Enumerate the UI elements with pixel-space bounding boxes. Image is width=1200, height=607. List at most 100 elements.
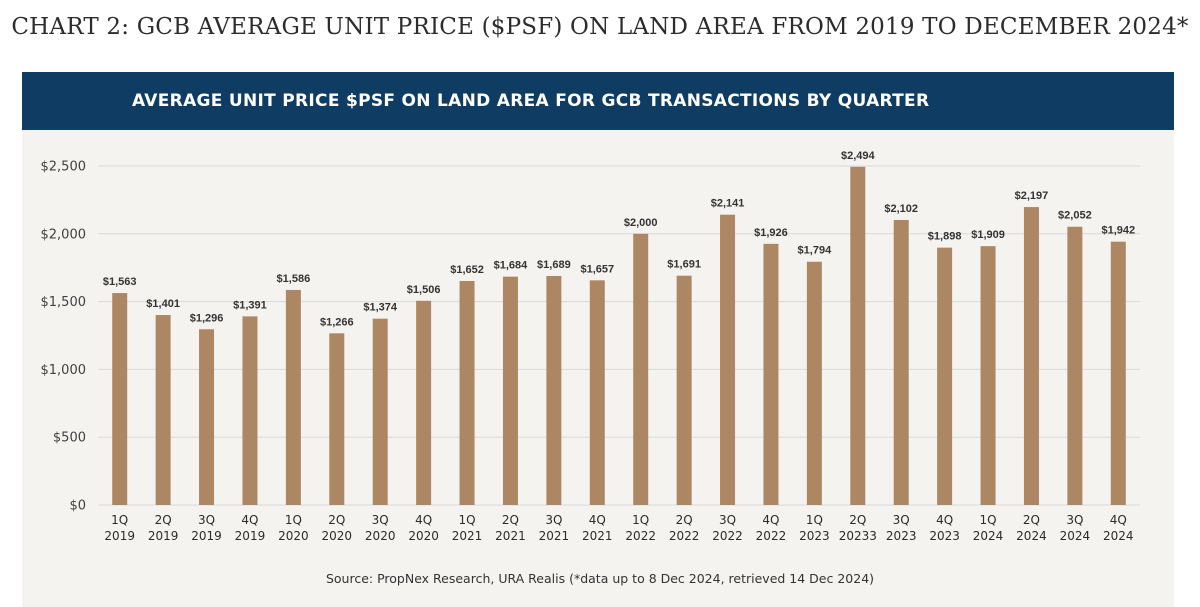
x-tick-label-year: 2021 [495,529,526,543]
x-tick-label-year: 2022 [669,529,700,543]
y-tick-label: $500 [53,431,86,446]
data-label: $1,657 [580,263,614,275]
x-tick-label: 2Q [502,513,519,527]
x-tick-label: 2Q [1023,513,1040,527]
x-tick-label: 4Q [1110,513,1127,527]
x-tick-label-year: 2021 [539,529,570,543]
data-label: $1,794 [798,245,833,257]
chart-title: AVERAGE UNIT PRICE $PSF ON LAND AREA FOR… [132,91,930,111]
page-title: CHART 2: GCB AVERAGE UNIT PRICE ($PSF) O… [11,14,1189,40]
data-label: $1,909 [971,229,1005,241]
data-label: $2,197 [1015,190,1049,202]
x-tick-label: 1Q [806,513,823,527]
data-label: $1,563 [103,276,137,288]
data-label: $2,000 [624,217,658,229]
x-tick-label-year: 2022 [712,529,743,543]
x-tick-label: 3Q [719,513,736,527]
bar [416,300,432,505]
x-tick-label: 3Q [545,513,562,527]
data-label: $1,926 [754,227,788,239]
data-label: $1,942 [1101,225,1135,237]
x-tick-label-year: 2020 [322,529,353,543]
x-tick-label: 1Q [111,513,128,527]
x-tick-label-year: 2024 [1060,529,1091,543]
x-tick-label-year: 2020 [408,529,439,543]
data-label: $2,141 [711,198,745,210]
y-tick-label: $2,500 [41,160,87,175]
x-tick-label: 2Q [849,513,866,527]
data-label: $1,691 [667,259,701,271]
data-label: $1,296 [190,312,224,324]
x-tick-label: 3Q [893,513,910,527]
bar [720,214,736,505]
x-tick-label: 1Q [632,513,649,527]
x-tick-label: 1Q [285,513,302,527]
bar [893,219,909,505]
bar [589,280,605,505]
x-tick-label-year: 2020 [278,529,309,543]
x-tick-label-year: 2024 [1016,529,1047,543]
bar [285,289,301,505]
x-tick-label-year: 2024 [973,529,1004,543]
y-tick-label: $0 [69,499,86,514]
bar [155,315,171,505]
x-tick-label-year: 20233 [839,529,877,543]
bar [763,243,779,505]
bar [980,246,996,506]
x-tick-label: 3Q [372,513,389,527]
bar [937,247,953,505]
x-tick-label: 4Q [241,513,258,527]
x-tick-label: 1Q [979,513,996,527]
data-label: $1,652 [450,264,484,276]
data-label: $2,494 [841,150,876,162]
data-label: $1,391 [233,299,267,311]
bar [459,280,475,505]
bar [850,166,866,505]
bars [112,166,1126,506]
bar [806,261,822,505]
data-label: $1,266 [320,316,354,328]
data-label: $1,506 [407,284,441,296]
x-tick-label-year: 2020 [365,529,396,543]
x-tick-label: 4Q [589,513,606,527]
x-tick-label-year: 2021 [582,529,613,543]
data-label: $1,689 [537,259,571,271]
bar [676,275,692,505]
x-tick-label-year: 2022 [625,529,656,543]
chart-title-banner: AVERAGE UNIT PRICE $PSF ON LAND AREA FOR… [22,72,1174,130]
bar [502,276,518,505]
data-label: $1,898 [928,231,962,243]
data-label: $1,374 [363,302,398,314]
x-tick-label-year: 2019 [191,529,222,543]
y-tick-label: $1,500 [41,295,87,310]
x-tick-label: 2Q [155,513,172,527]
data-label: $1,401 [146,298,180,310]
bar [1110,241,1126,505]
x-tick-label: 2Q [676,513,693,527]
x-tick-label-year: 2023 [929,529,960,543]
x-tick-label-year: 2023 [799,529,830,543]
x-tick-label-year: 2022 [756,529,787,543]
x-tick-label-year: 2019 [235,529,266,543]
bar [633,233,649,506]
x-tick-label: 4Q [415,513,432,527]
bar [1023,207,1039,506]
x-tick-label-year: 2019 [104,529,135,543]
source-note: Source: PropNex Research, URA Realis (*d… [325,571,875,586]
bar [329,333,345,505]
data-label: $1,586 [277,273,311,285]
bar [242,316,258,505]
y-tick-label: $1,000 [41,363,87,378]
data-label: $2,102 [884,203,918,215]
y-tick-label: $2,000 [41,227,87,242]
x-tick-label: 2Q [328,513,345,527]
y-axis: $0 $500 $1,000 $1,500 $2,000 $2,500 [41,160,87,514]
data-label: $1,684 [494,260,529,272]
x-tick-label: 4Q [936,513,953,527]
x-tick-label-year: 2019 [148,529,179,543]
x-axis: 1Q 2019 2Q 2019 3Q 2019 4Q 2019 1Q 2020 2Q 2020 3Q 20… [104,513,1133,543]
bar [546,275,562,505]
x-tick-label: 4Q [762,513,779,527]
x-tick-label: 3Q [198,513,215,527]
